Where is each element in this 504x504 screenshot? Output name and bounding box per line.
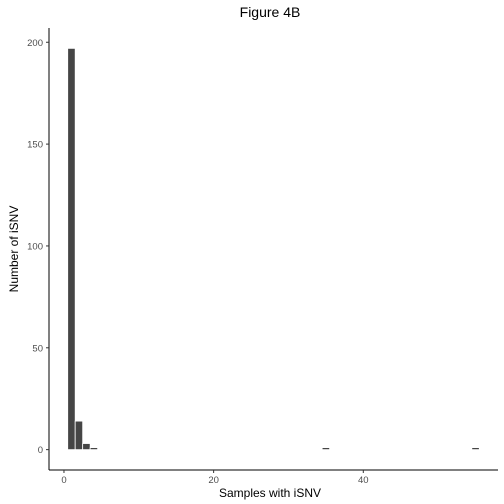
y-ticks-group: 0 50 100 150 200 <box>27 38 49 456</box>
x-ticks-group: 0 20 40 <box>61 470 369 486</box>
y-tick-label: 100 <box>27 241 43 252</box>
chart-title: Figure 4B <box>240 4 301 20</box>
y-tick-label: 0 <box>38 445 43 456</box>
bars-group <box>67 47 480 451</box>
histogram-bar <box>82 443 91 451</box>
x-tick-label: 40 <box>358 475 369 486</box>
histogram-bar <box>74 420 84 451</box>
y-tick-label: 200 <box>27 38 43 49</box>
histogram-bar <box>67 47 76 451</box>
histogram-bar <box>89 447 99 451</box>
x-tick-label: 0 <box>61 475 66 486</box>
y-axis-title: Number of iSNV <box>7 206 21 293</box>
x-tick-label: 20 <box>208 475 219 486</box>
histogram-bar <box>321 447 331 451</box>
histogram-bar <box>471 447 480 451</box>
y-tick-label: 150 <box>27 140 43 151</box>
x-axis-title: Samples with iSNV <box>219 486 321 500</box>
y-tick-label: 50 <box>32 343 43 354</box>
